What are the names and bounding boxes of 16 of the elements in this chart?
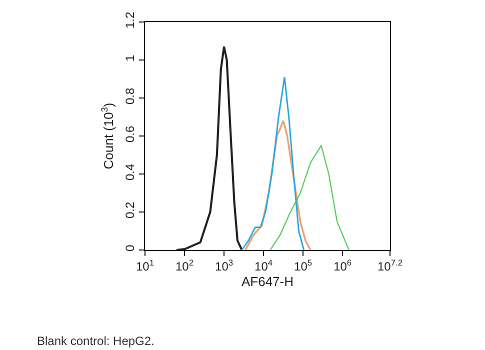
- y-tick-label: 0: [123, 244, 138, 252]
- x-axis-title: AF647-H: [241, 274, 294, 289]
- x-tick-label: 10$^{3}$: [215, 257, 234, 274]
- y-tick-label: 1.2: [123, 12, 138, 29]
- text: Blank control: HepG2.: [37, 334, 154, 348]
- y-tick-label: 0.6: [123, 126, 138, 143]
- x-tick-label: 10$^{1}$: [136, 257, 154, 274]
- y-tick-label: 1: [123, 54, 138, 62]
- x-tick-label: 10$^{4}$: [254, 257, 273, 274]
- x-tick-label: 10$^{2}$: [176, 257, 194, 274]
- x-tick-label: 10$^{5}$: [294, 257, 312, 274]
- y-tick-label: 0.2: [123, 202, 138, 219]
- y-tick-label: 0.8: [123, 88, 138, 105]
- y-tick-label: 0.4: [123, 164, 138, 181]
- x-tick-label: 10$^{7.2}$: [377, 257, 403, 274]
- x-tick-label: 10$^{6}$: [334, 257, 352, 274]
